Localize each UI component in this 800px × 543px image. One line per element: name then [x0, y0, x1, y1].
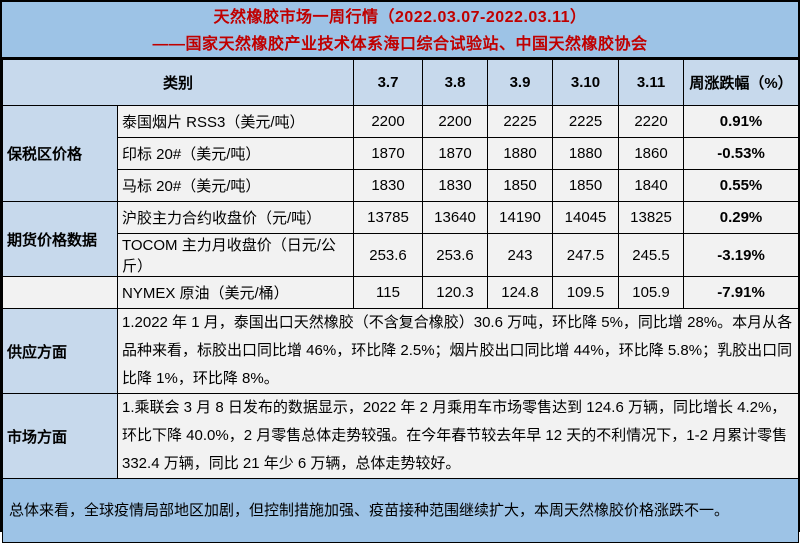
value-cell: 14190: [487, 201, 554, 234]
value-cell: 1850: [487, 169, 554, 202]
value-cell: 253.6: [353, 233, 424, 277]
column-header-date-1: 3.7: [353, 59, 424, 106]
row-label: 泰国烟片 RSS3（美元/吨）: [116, 105, 355, 138]
value-cell: 1840: [618, 169, 685, 202]
table-row-india-20: 印标 20#（美元/吨） 1870 1870 1880 1880 1860 -0…: [3, 137, 800, 170]
column-header-date-2: 3.8: [422, 59, 489, 106]
value-cell: 1830: [353, 169, 424, 202]
row-label: 马标 20#（美元/吨）: [116, 169, 355, 202]
table-row-shfe-rubber: 期货价格数据 沪胶主力合约收盘价（元/吨） 13785 13640 14190 …: [2, 201, 800, 277]
section-row-market: 市场方面 1.乘联会 3 月 8 日发布的数据显示，2022 年 2 月乘用车市…: [2, 393, 800, 479]
price-table: 类别 3.7 3.8 3.9 3.10 3.11 周涨跌幅（%） 保税区价格 泰…: [1, 59, 800, 543]
value-cell: 115: [353, 276, 424, 309]
value-cell: 247.5: [552, 233, 620, 277]
section-label-supply: 供应方面: [2, 308, 118, 394]
value-cell: 2200: [353, 105, 424, 138]
column-header-date-3: 3.9: [487, 59, 554, 106]
value-cell: 1880: [552, 137, 620, 170]
value-cell: 13785: [353, 201, 424, 234]
row-label: TOCOM 主力月收盘价（日元/公斤）: [116, 233, 355, 277]
value-cell: 2220: [618, 105, 685, 138]
value-cell: 14045: [552, 201, 620, 234]
row-label: 印标 20#（美元/吨）: [116, 137, 355, 170]
column-header-category: 类别: [1, 59, 355, 106]
value-cell: 243: [487, 233, 554, 277]
value-cell: 1870: [422, 137, 489, 170]
table-header-row: 类别 3.7 3.8 3.9 3.10 3.11 周涨跌幅（%）: [1, 59, 800, 106]
report-title-banner: 天然橡胶市场一周行情（2022.03.07-2022.03.11） ——国家天然…: [2, 2, 798, 59]
value-cell: 1850: [552, 169, 620, 202]
group-label-futures-price-data: 期货价格数据: [2, 201, 118, 277]
value-cell: 124.8: [487, 276, 554, 309]
row-label: NYMEX 原油（美元/桶）: [116, 276, 355, 309]
value-cell: 1860: [618, 137, 685, 170]
summary-row: 总体来看，全球疫情局部地区加剧，但控制措施加强、疫苗接种范围继续扩大，本周天然橡…: [1, 478, 800, 543]
section-row-supply: 供应方面 1.2022 年 1 月，泰国出口天然橡胶（不含复合橡胶）30.6 万…: [2, 308, 800, 394]
table-row-nymex-crude: NYMEX 原油（美元/桶） 115 120.3 124.8 109.5 105…: [2, 276, 800, 309]
table-row-thai-rss3: 保税区价格 泰国烟片 RSS3（美元/吨） 2200 2200 2225 222…: [2, 105, 800, 202]
weekly-change-cell: 0.29%: [683, 201, 800, 234]
value-cell: 1870: [353, 137, 424, 170]
section-text-supply: 1.2022 年 1 月，泰国出口天然橡胶（不含复合橡胶）30.6 万吨，环比降…: [116, 308, 800, 394]
weekly-change-cell: -7.91%: [683, 276, 800, 309]
table-row-malaysia-20: 马标 20#（美元/吨） 1830 1830 1850 1850 1840 0.…: [3, 169, 800, 202]
value-cell: 13825: [618, 201, 685, 234]
value-cell: 120.3: [422, 276, 489, 309]
row-label: 沪胶主力合约收盘价（元/吨）: [116, 201, 355, 234]
value-cell: 1830: [422, 169, 489, 202]
weekly-change-cell: 0.55%: [683, 169, 800, 202]
summary-text: 总体来看，全球疫情局部地区加剧，但控制措施加强、疫苗接种范围继续扩大，本周天然橡…: [1, 478, 800, 543]
empty-category-cell: [2, 276, 118, 309]
weekly-change-cell: -0.53%: [683, 137, 800, 170]
weekly-change-cell: 0.91%: [683, 105, 800, 138]
table-row-tocom: TOCOM 主力月收盘价（日元/公斤） 253.6 253.6 243 247.…: [3, 233, 800, 277]
group-label-bonded-zone-price: 保税区价格: [2, 105, 118, 202]
value-cell: 109.5: [552, 276, 620, 309]
section-label-market: 市场方面: [2, 393, 118, 479]
value-cell: 253.6: [422, 233, 489, 277]
value-cell: 245.5: [618, 233, 685, 277]
value-cell: 2225: [552, 105, 620, 138]
value-cell: 1880: [487, 137, 554, 170]
column-header-date-5: 3.11: [618, 59, 685, 106]
report-title-line1: 天然橡胶市场一周行情（2022.03.07-2022.03.11）: [213, 9, 587, 26]
report-title-line2: ——国家天然橡胶产业技术体系海口综合试验站、中国天然橡胶协会: [152, 36, 648, 53]
value-cell: 105.9: [618, 276, 685, 309]
value-cell: 2200: [422, 105, 489, 138]
weekly-change-cell: -3.19%: [683, 233, 800, 277]
column-header-date-4: 3.10: [552, 59, 620, 106]
section-text-market: 1.乘联会 3 月 8 日发布的数据显示，2022 年 2 月乘用车市场零售达到…: [116, 393, 800, 479]
value-cell: 2225: [487, 105, 554, 138]
value-cell: 13640: [422, 201, 489, 234]
column-header-weekly-change: 周涨跌幅（%）: [683, 59, 800, 106]
